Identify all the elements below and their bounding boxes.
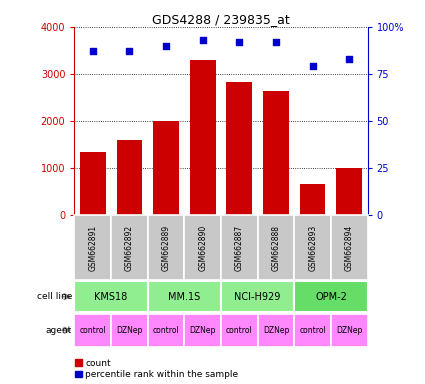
Bar bbox=[337, 168, 362, 215]
Text: DZNep: DZNep bbox=[263, 326, 289, 335]
Bar bbox=[116, 140, 142, 215]
Text: MM.1S: MM.1S bbox=[168, 291, 201, 302]
Point bbox=[163, 43, 170, 49]
Bar bbox=[148, 281, 221, 312]
Point bbox=[272, 39, 279, 45]
Text: GSM662892: GSM662892 bbox=[125, 225, 134, 271]
Text: GSM662889: GSM662889 bbox=[162, 225, 170, 271]
Bar bbox=[190, 60, 215, 215]
Bar bbox=[74, 281, 148, 312]
Bar bbox=[258, 314, 294, 347]
Bar bbox=[300, 184, 326, 215]
Text: DZNep: DZNep bbox=[190, 326, 216, 335]
Bar bbox=[184, 314, 221, 347]
Bar bbox=[227, 83, 252, 215]
Bar bbox=[80, 152, 105, 215]
Bar bbox=[294, 281, 368, 312]
Text: GSM662890: GSM662890 bbox=[198, 225, 207, 271]
Text: GSM662893: GSM662893 bbox=[308, 225, 317, 271]
Point bbox=[89, 48, 96, 55]
Bar bbox=[221, 281, 294, 312]
Bar bbox=[294, 314, 331, 347]
Text: GSM662891: GSM662891 bbox=[88, 225, 97, 271]
Point bbox=[199, 37, 206, 43]
Bar bbox=[331, 314, 368, 347]
Bar bbox=[294, 215, 331, 280]
Bar bbox=[331, 215, 368, 280]
Text: DZNep: DZNep bbox=[336, 326, 363, 335]
Text: control: control bbox=[299, 326, 326, 335]
Text: control: control bbox=[226, 326, 253, 335]
Text: agent: agent bbox=[46, 326, 72, 335]
Bar bbox=[153, 121, 179, 215]
Text: GSM662887: GSM662887 bbox=[235, 225, 244, 271]
Text: DZNep: DZNep bbox=[116, 326, 142, 335]
Text: control: control bbox=[153, 326, 179, 335]
Text: KMS18: KMS18 bbox=[94, 291, 127, 302]
Point bbox=[346, 56, 353, 62]
Bar bbox=[263, 91, 289, 215]
Point bbox=[309, 63, 316, 70]
Text: OPM-2: OPM-2 bbox=[315, 291, 347, 302]
Bar bbox=[184, 215, 221, 280]
Text: control: control bbox=[79, 326, 106, 335]
Bar bbox=[221, 314, 258, 347]
Bar bbox=[221, 215, 258, 280]
Bar bbox=[111, 215, 148, 280]
Bar bbox=[74, 215, 111, 280]
Text: GSM662888: GSM662888 bbox=[272, 225, 280, 271]
Point bbox=[236, 39, 243, 45]
Bar bbox=[148, 314, 184, 347]
Bar bbox=[111, 314, 148, 347]
Text: NCI-H929: NCI-H929 bbox=[235, 291, 281, 302]
Bar bbox=[148, 215, 184, 280]
Bar bbox=[74, 314, 111, 347]
Bar bbox=[258, 215, 294, 280]
Title: GDS4288 / 239835_at: GDS4288 / 239835_at bbox=[152, 13, 290, 26]
Legend: count, percentile rank within the sample: count, percentile rank within the sample bbox=[75, 359, 238, 379]
Text: GSM662894: GSM662894 bbox=[345, 225, 354, 271]
Point bbox=[126, 48, 133, 55]
Text: cell line: cell line bbox=[37, 292, 72, 301]
